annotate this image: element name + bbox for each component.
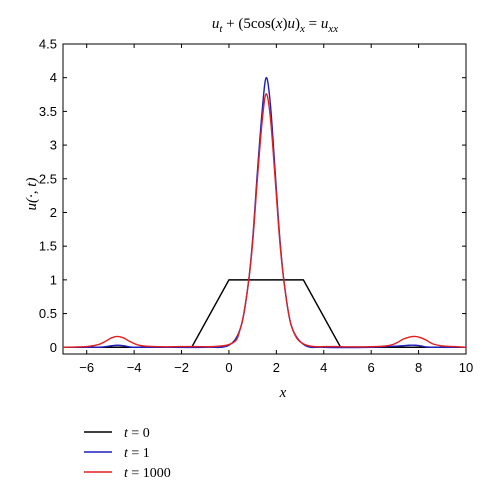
plot-frame	[62, 43, 467, 355]
x-tick-label: −6	[79, 360, 94, 375]
x-tick-label: 8	[415, 360, 422, 375]
legend: t = 0 t = 1 t = 1000	[84, 426, 171, 481]
x-tick-label: 10	[459, 360, 473, 375]
y-tick-label: 4	[50, 70, 57, 85]
x-tick-label: 2	[273, 360, 280, 375]
y-tick-label: 1.5	[39, 239, 57, 254]
series-line-t1000	[63, 93, 466, 348]
y-tick-label: 3	[50, 138, 57, 153]
plot-area: −6 −4 −2 0 2 4 6 8 10 0 0.5 1 1.5 2 2.5 3 3.5 4 4.5	[39, 37, 473, 376]
legend-label: t = 0	[124, 426, 150, 441]
y-tick-label: 4.5	[39, 37, 57, 52]
x-tick-label: −2	[174, 360, 189, 375]
legend-label: t = 1000	[124, 466, 171, 481]
series-line-t1	[63, 76, 466, 349]
chart-title: ut + (5cos(x)u)x = uxx	[212, 16, 338, 35]
x-tick-label: 6	[368, 360, 375, 375]
y-tick-label: 3.5	[39, 104, 57, 119]
y-tick-label: 0.5	[39, 306, 57, 321]
y-tick-label: 2	[50, 205, 57, 220]
y-tick-label: 0	[50, 340, 57, 355]
x-tick-label: 4	[320, 360, 327, 375]
legend-label: t = 1	[124, 446, 150, 461]
y-tick-label: 2.5	[39, 171, 57, 186]
x-axis-title: x	[279, 385, 287, 401]
y-tick-label: 1	[50, 272, 57, 287]
x-tick-label: −4	[127, 360, 142, 375]
x-tick-label: 0	[225, 360, 232, 375]
y-axis-title: u(·, t)	[24, 178, 40, 211]
